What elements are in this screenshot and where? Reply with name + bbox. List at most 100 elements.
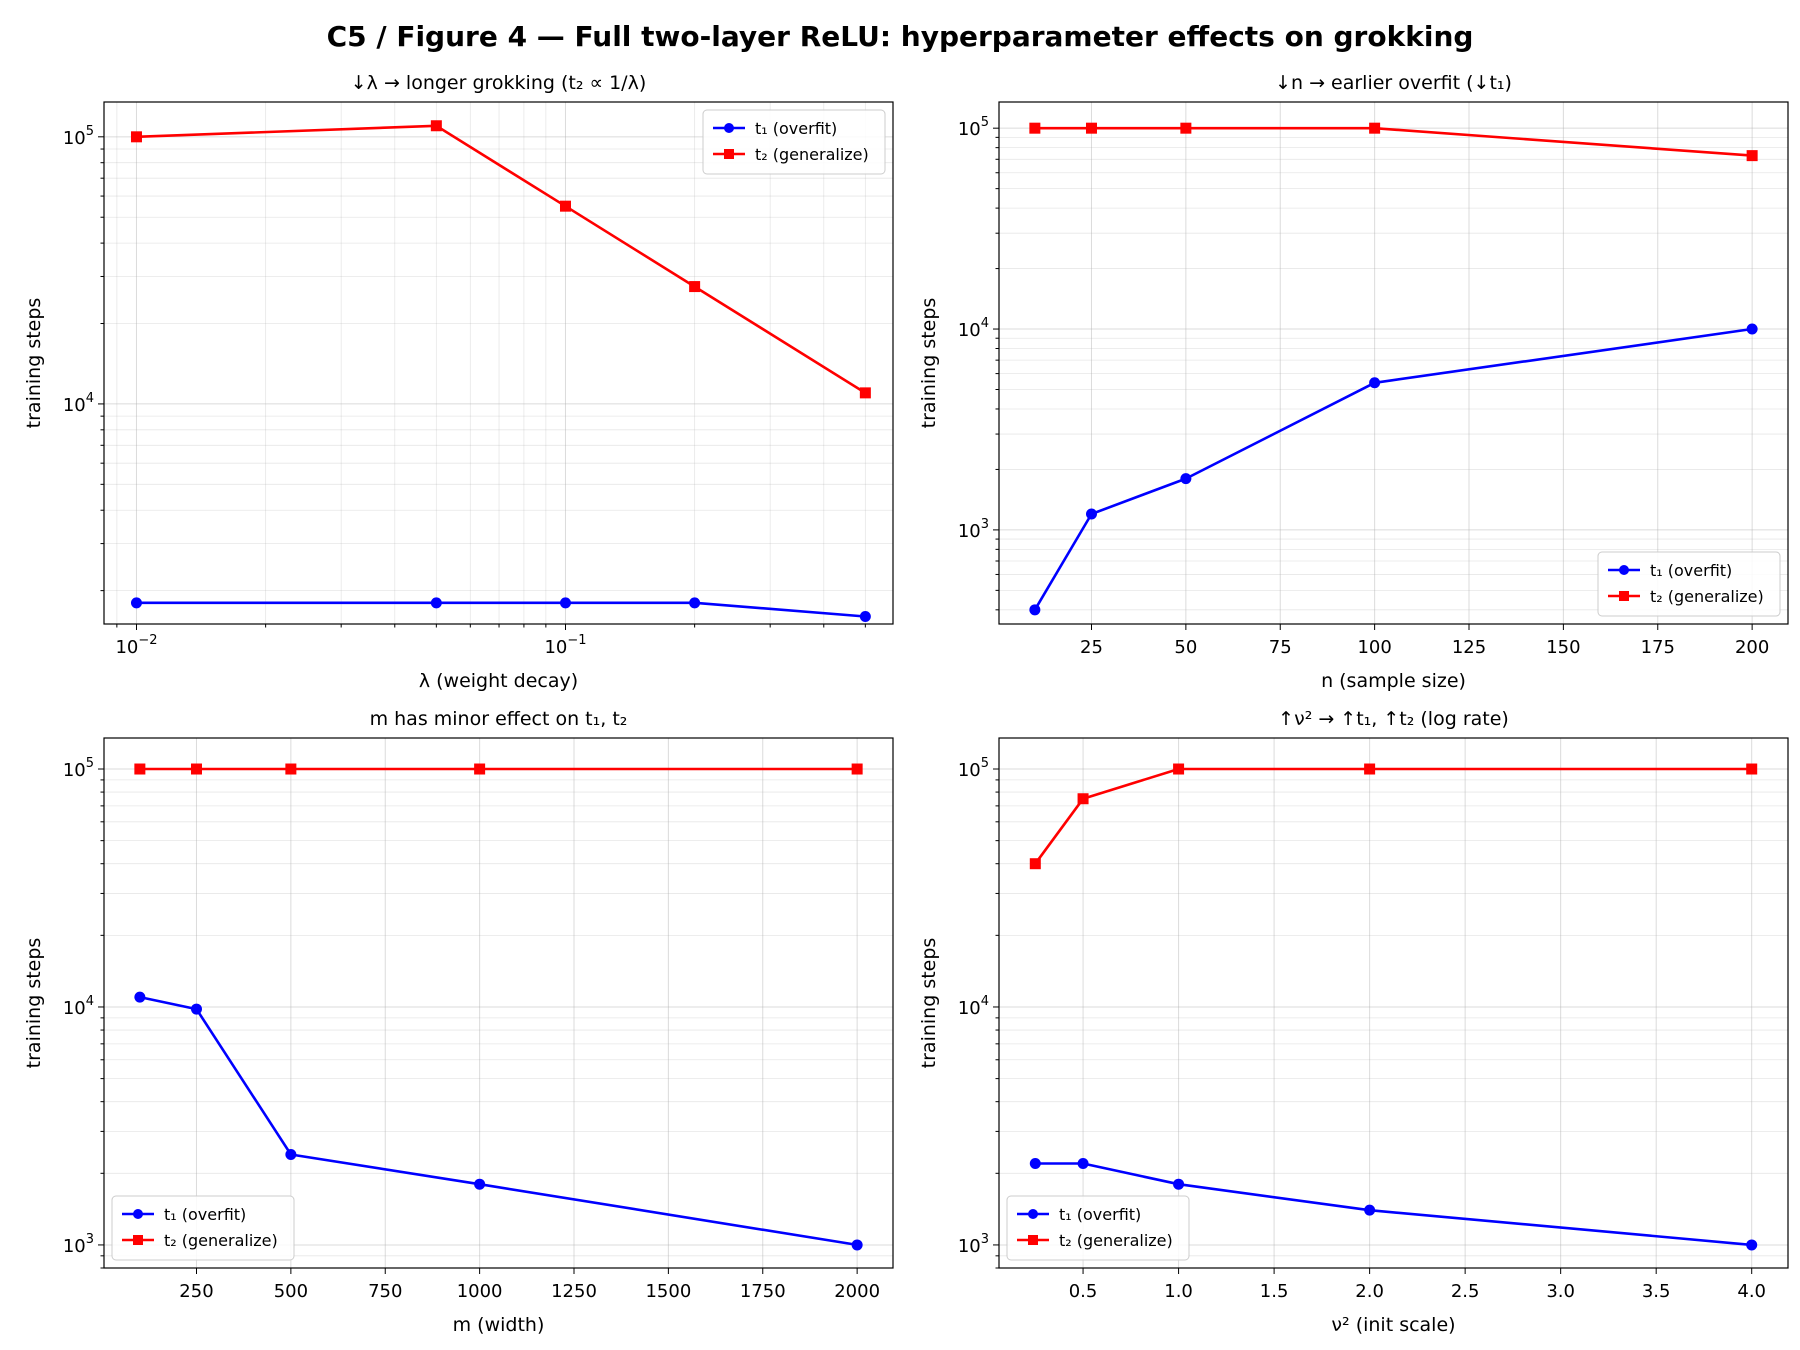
data-point-square (689, 281, 701, 293)
data-point-square (1746, 763, 1758, 775)
legend-label: t₂ (generalize) (164, 1231, 278, 1250)
data-point-square (134, 763, 146, 775)
axes-frame (998, 101, 1789, 625)
data-point-circle (430, 597, 442, 609)
series-layer (130, 120, 871, 623)
data-point-circle (689, 597, 701, 609)
x-tick-label: 75 (1269, 637, 1292, 658)
data-point-circle (1369, 377, 1381, 389)
data-point-circle (1029, 604, 1041, 616)
grid (999, 102, 1788, 624)
data-point-circle (285, 1148, 297, 1160)
x-tick-label: 100 (1357, 637, 1391, 658)
x-tick-label: 1.0 (1164, 1281, 1193, 1302)
legend-label: t₁ (overfit) (755, 119, 837, 138)
x-tick-label: 1000 (457, 1281, 503, 1302)
data-point-square (1180, 122, 1192, 134)
chart-title: m has minor effect on t₁, t₂ (370, 708, 628, 730)
legend-marker-square (1028, 1235, 1038, 1245)
x-tick-label: 3.5 (1642, 1281, 1671, 1302)
axes-frame (998, 737, 1789, 1269)
chart-title: ↑ν² → ↑t₁, ↑t₂ (log rate) (1278, 708, 1509, 730)
chart-panel-4: 0.5 1.0 1.5 2.0 2.5 3.0 3.5 4.0 103 104 105 ↑ν² → ↑… (918, 708, 1789, 1336)
x-tick-label: 200 (1735, 637, 1769, 658)
y-tick-label: 104 (63, 391, 94, 416)
data-point-square (1029, 122, 1041, 134)
x-tick-label: 25 (1080, 637, 1103, 658)
legend-marker-circle (133, 1209, 143, 1219)
data-point-square (1364, 763, 1376, 775)
data-point-circle (851, 1239, 863, 1251)
axes-frame (103, 101, 894, 625)
y-axis-label: training steps (918, 298, 940, 429)
series-layer (134, 763, 863, 1251)
data-point-circle (1746, 323, 1758, 335)
legend-marker-square (133, 1235, 143, 1245)
x-axis-label: n (sample size) (1321, 670, 1466, 692)
x-tick-label: 2000 (834, 1281, 880, 1302)
y-tick-label: 105 (63, 124, 94, 149)
x-tick-label: 10−1 (544, 633, 586, 658)
y-tick-label: 105 (63, 756, 94, 781)
x-tick-label: 125 (1452, 637, 1486, 658)
legend-marker-circle (1619, 565, 1629, 575)
data-point-circle (1077, 1157, 1089, 1169)
x-axis-label: m (width) (453, 1314, 545, 1336)
data-point-square (1369, 122, 1381, 134)
y-axis-label: training steps (23, 938, 45, 1069)
grid (999, 738, 1788, 1268)
x-tick-label: 1.5 (1260, 1281, 1289, 1302)
series-line-2 (1034, 126, 1753, 157)
data-point-square (430, 120, 442, 132)
legend: t₁ (overfit) t₂ (generalize) (702, 109, 886, 175)
legend: t₁ (overfit) t₂ (generalize) (1597, 551, 1781, 617)
data-point-circle (130, 597, 142, 609)
legend-box (1597, 551, 1781, 617)
data-point-square (190, 763, 202, 775)
grid (104, 102, 893, 624)
legend-box (111, 1195, 295, 1261)
data-point-square (130, 131, 142, 143)
x-tick-label: 2.0 (1355, 1281, 1384, 1302)
legend-label: t₁ (overfit) (1059, 1205, 1141, 1224)
legend-box (702, 109, 886, 175)
data-point-circle (1173, 1178, 1185, 1190)
legend-box (1006, 1195, 1190, 1261)
legend-marker-circle (724, 123, 734, 133)
y-tick-label: 105 (958, 756, 989, 781)
chart-title: ↓n → earlier overfit (↓t₁) (1275, 72, 1512, 94)
series-line-1 (136, 601, 866, 618)
data-point-square (851, 763, 863, 775)
x-tick-label: 750 (368, 1281, 402, 1302)
y-tick-label: 103 (63, 1232, 94, 1257)
chart-panel-3: 250 500 750 1000 1250 1500 1750 2000 103 104 105 m … (23, 708, 894, 1336)
x-axis-label: λ (weight decay) (419, 670, 578, 692)
x-tick-label: 3.0 (1546, 1281, 1575, 1302)
series-layer (1029, 763, 1758, 1251)
data-point-circle (134, 991, 146, 1003)
legend-label: t₂ (generalize) (1650, 587, 1764, 606)
x-tick-label: 0.5 (1069, 1281, 1098, 1302)
x-tick-label: 10−2 (115, 633, 157, 658)
data-point-circle (1180, 473, 1192, 485)
x-tick-label: 175 (1641, 637, 1675, 658)
figure-suptitle: C5 / Figure 4 — Full two-layer ReLU: hyp… (326, 20, 1474, 53)
data-point-square (1077, 793, 1089, 805)
y-tick-label: 104 (63, 994, 94, 1019)
x-tick-label: 250 (179, 1281, 213, 1302)
x-tick-label: 150 (1546, 637, 1580, 658)
y-tick-label: 103 (958, 1232, 989, 1257)
x-tick-label: 50 (1174, 637, 1197, 658)
y-axis-label: training steps (918, 938, 940, 1069)
x-tick-label: 2.5 (1451, 1281, 1480, 1302)
data-point-circle (859, 611, 871, 623)
legend: t₁ (overfit) t₂ (generalize) (1006, 1195, 1190, 1261)
legend-label: t₂ (generalize) (755, 145, 869, 164)
data-point-circle (1364, 1204, 1376, 1216)
x-tick-label: 4.0 (1737, 1281, 1766, 1302)
data-point-square (1029, 858, 1041, 870)
x-tick-label: 500 (274, 1281, 308, 1302)
data-point-square (1085, 122, 1097, 134)
